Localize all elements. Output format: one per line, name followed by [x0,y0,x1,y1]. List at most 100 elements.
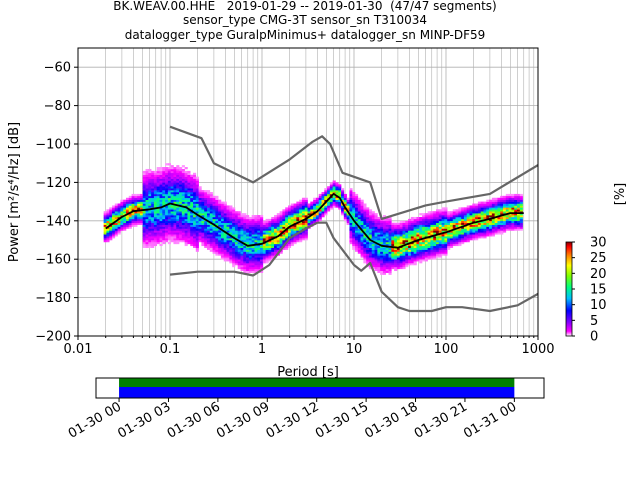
heatmap-cell [511,226,515,229]
heatmap-cell [148,238,152,241]
heatmap-cell [167,224,171,227]
heatmap-cell [260,261,264,264]
heatmap-cell [382,215,387,218]
heatmap-cell [153,197,158,200]
heatmap-cell [377,253,381,256]
heatmap-cell [360,218,364,222]
heatmap-cell [223,203,227,206]
heatmap-cell [324,205,328,208]
heatmap-cell [151,170,155,174]
heatmap-cell [313,209,317,212]
heatmap-cell [218,241,222,245]
heatmap-cell [142,211,146,214]
heatmap-cell [151,236,155,239]
heatmap-cell [120,209,124,212]
heatmap-cell [109,226,113,229]
heatmap-cell [357,240,361,243]
heatmap-cell [371,245,375,248]
time-tick-label: 01-31 00 [461,399,519,441]
heatmap-cell [165,207,169,210]
heatmap-cell [422,216,426,220]
heatmap-cell [170,232,174,235]
heatmap-cell [148,180,152,183]
heatmap-cell [477,203,481,206]
heatmap-cell [371,257,375,260]
heatmap-cell [422,226,426,229]
heatmap-cell [142,193,146,197]
heatmap-cell [151,213,155,216]
heatmap-cell [441,209,445,212]
heatmap-cell [103,218,107,222]
heatmap-cell [405,226,409,229]
heatmap-cell [363,257,367,260]
heatmap-cell [162,230,166,233]
heatmap-cell [424,238,428,241]
heatmap-cell [128,216,132,220]
heatmap-cell [215,203,219,206]
heatmap-cell [131,216,135,220]
heatmap-cell [321,195,325,199]
heatmap-cell [279,222,283,225]
heatmap-cell [159,178,163,181]
heatmap-cell [159,182,163,185]
heatmap-cell [441,213,445,216]
heatmap-cell [243,251,247,254]
heatmap-cell [237,216,241,220]
heatmap-cell [251,247,255,250]
heatmap-cell [341,211,345,214]
heatmap-cell [240,247,244,250]
heatmap-cell [503,230,507,233]
heatmap-cell [410,228,414,231]
heatmap-cell [276,222,280,225]
heatmap-cell [201,226,205,229]
heatmap-cell [153,230,158,233]
heatmap-cell [505,224,509,227]
heatmap-cell [220,232,225,235]
heatmap-cell [382,253,387,256]
heatmap-cell [455,232,459,235]
heatmap-cell [352,234,356,237]
heatmap-cell [290,203,294,206]
heatmap-cell [388,228,392,231]
heatmap-cell [511,199,515,202]
heatmap-cell [449,232,454,235]
heatmap-cell [268,245,272,248]
heatmap-cell [436,224,440,227]
heatmap-cell [265,257,269,260]
heatmap-cell [145,188,149,191]
heatmap-cell [458,220,462,224]
heatmap-cell [246,249,250,252]
heatmap-cell [151,209,155,212]
heatmap-cell [444,241,448,245]
heatmap-cell [318,218,322,222]
heatmap-cell [114,203,118,206]
heatmap-cell [201,238,205,241]
heatmap-cell [385,222,389,225]
heatmap-cell [366,253,370,256]
heatmap-cell [483,209,487,212]
heatmap-cell [170,174,174,177]
heatmap-cell [187,188,191,191]
heatmap-cell [424,241,428,245]
heatmap-cell [243,228,247,231]
heatmap-cell [181,165,185,168]
heatmap-cell [441,226,445,229]
heatmap-cell [360,220,364,224]
heatmap-cell [424,257,428,260]
heatmap-cell [489,209,493,212]
heatmap-cell [260,264,264,268]
heatmap-cell [212,220,216,224]
heatmap-cell [184,174,188,177]
heatmap-cell [215,232,219,235]
heatmap-cell [246,226,250,229]
heatmap-cell [366,213,370,216]
heatmap-cell [162,193,166,197]
heatmap-cell [343,215,347,218]
heatmap-cell [293,236,297,239]
heatmap-cell [148,188,152,191]
heatmap-cell [355,238,359,241]
heatmap-cell [455,218,459,222]
heatmap-cell [394,226,398,229]
heatmap-cell [438,228,442,231]
heatmap-cell [430,253,434,256]
